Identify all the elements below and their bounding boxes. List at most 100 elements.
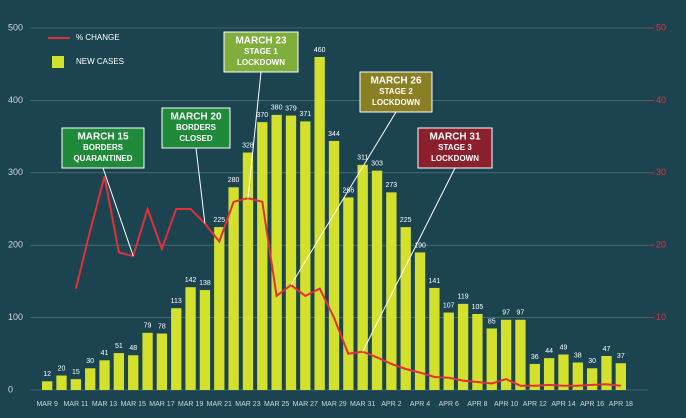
bar: [586, 368, 598, 390]
bar-value-label: 138: [199, 280, 211, 287]
annotation-text: LOCKDOWN: [237, 58, 285, 67]
y-tick-label: 200: [8, 240, 23, 250]
bar: [400, 227, 411, 390]
annotation-leader: [195, 147, 206, 224]
bar-value-label: 37: [617, 353, 625, 360]
x-tick-label: MAR 9: [36, 401, 58, 408]
bar-value-label: 142: [185, 277, 197, 284]
y2-tick-label: 30: [656, 167, 666, 177]
bar: [214, 227, 225, 390]
annotation-box: [223, 31, 299, 73]
annotation-leader: [362, 167, 456, 352]
bar: [300, 121, 311, 391]
bar-value-label: 344: [328, 131, 340, 138]
bar-value-label: 460: [314, 47, 326, 54]
bar: [257, 122, 268, 391]
x-tick-label: MAR 21: [207, 401, 232, 408]
bar: [128, 355, 139, 390]
bar-value-label: 30: [588, 358, 596, 365]
bar-value-label: 12: [43, 371, 51, 378]
x-tick-label: APR 18: [609, 401, 633, 408]
bar-value-label: 380: [271, 105, 283, 112]
bar-value-label: 41: [101, 350, 109, 357]
x-tick-label: MAR 19: [178, 401, 203, 408]
bar: [457, 303, 469, 390]
bar-value-label: 97: [502, 310, 510, 317]
bar: [343, 197, 354, 390]
bar: [314, 56, 325, 391]
bar: [414, 252, 426, 390]
annotation-text: BORDERS: [83, 143, 124, 152]
annotation-text: CLOSED: [179, 134, 213, 143]
bar-value-label: 280: [228, 177, 240, 184]
bar-value-label: 51: [115, 343, 123, 350]
annotation-box: [61, 127, 145, 169]
y-tick-label: 500: [8, 22, 23, 32]
bar: [99, 360, 110, 390]
bar-value-label: 85: [488, 318, 496, 325]
bar-value-label: 371: [299, 111, 311, 118]
bar-value-label: 328: [242, 142, 254, 149]
bar-value-label: 78: [158, 323, 166, 330]
annotation-text: MARCH 31: [429, 132, 481, 143]
annotation-text: STAGE 3: [438, 143, 472, 152]
x-tick-label: APR 16: [580, 401, 604, 408]
annotation-text: MARCH 20: [170, 112, 222, 123]
annotation-text: STAGE 2: [379, 87, 413, 96]
bar: [171, 308, 182, 390]
bar: [199, 290, 211, 390]
bar: [285, 115, 297, 390]
bar-value-label: 97: [517, 310, 525, 317]
bar: [56, 375, 67, 390]
bar: [386, 192, 397, 390]
bar: [615, 363, 626, 390]
x-tick-label: MAR 13: [92, 401, 117, 408]
bar: [500, 319, 512, 390]
x-tick-label: MAR 31: [350, 401, 375, 408]
annotation-leader: [247, 71, 262, 199]
bar: [515, 319, 526, 390]
annotation-box: [161, 107, 231, 149]
bar: [486, 328, 497, 390]
bar-value-label: 113: [171, 298, 182, 305]
bar-value-label: 141: [429, 278, 441, 285]
bar: [371, 170, 383, 390]
x-tick-label: MAR 11: [63, 401, 88, 408]
annotation-text: MARCH 26: [370, 76, 422, 87]
y2-tick-label: 20: [656, 240, 666, 250]
bar: [271, 114, 282, 390]
y-tick-label: 100: [8, 312, 23, 322]
y2-tick-label: 10: [656, 312, 666, 322]
annotation-leader: [102, 167, 134, 257]
bar-value-label: 47: [603, 346, 611, 353]
bar-value-label: 48: [129, 345, 137, 352]
bar: [113, 353, 125, 390]
bar-value-label: 30: [86, 358, 94, 365]
legend-label: % CHANGE: [76, 33, 120, 42]
bar: [156, 333, 168, 390]
x-tick-label: APR 6: [439, 401, 459, 408]
bar: [429, 287, 440, 390]
legend-label: NEW CASES: [76, 57, 124, 66]
x-tick-label: MAR 17: [149, 401, 174, 408]
bar-value-label: 105: [472, 304, 484, 311]
bar-value-label: 190: [414, 242, 426, 249]
bar-value-label: 36: [531, 354, 539, 361]
bar: [543, 358, 555, 390]
annotation-text: QUARANTINED: [73, 154, 132, 163]
bar: [142, 332, 153, 390]
bar: [357, 164, 368, 390]
x-tick-label: APR 12: [523, 401, 547, 408]
x-tick-label: APR 2: [381, 401, 401, 408]
bar: [242, 152, 254, 390]
annotation-box: [417, 127, 493, 169]
x-tick-label: APR 8: [467, 401, 487, 408]
bar-value-label: 20: [58, 365, 66, 372]
bar-value-label: 79: [144, 323, 152, 330]
bar: [572, 362, 583, 390]
x-tick-label: MAR 15: [121, 401, 146, 408]
bar: [42, 381, 53, 390]
annotation-text: BORDERS: [176, 123, 217, 132]
